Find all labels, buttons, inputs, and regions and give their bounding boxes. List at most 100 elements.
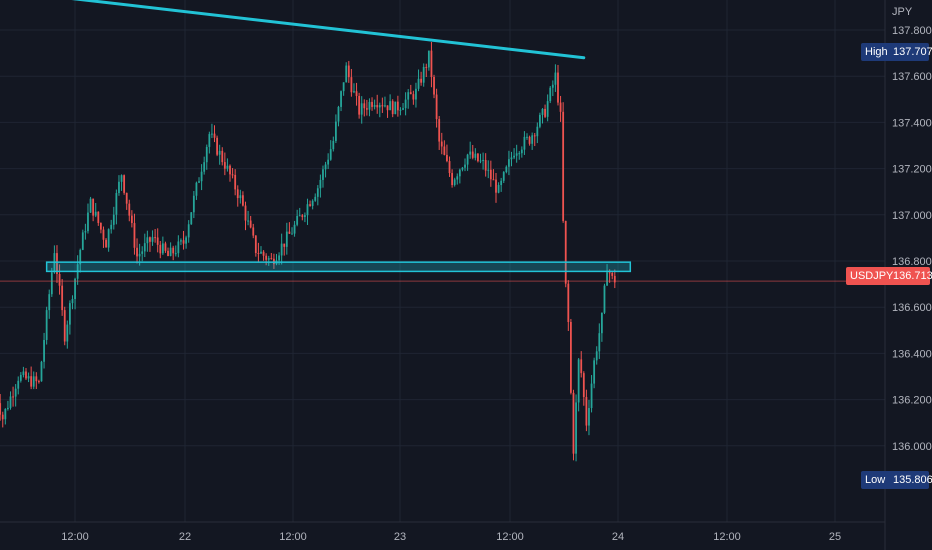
candle-body: [205, 146, 208, 163]
candle-body: [585, 397, 588, 426]
candle-body: [63, 310, 66, 342]
candle-body: [32, 376, 35, 387]
candle-body: [533, 135, 536, 137]
candle-body: [187, 224, 190, 238]
candle-body: [278, 255, 280, 261]
candle-body: [229, 165, 231, 175]
candle-body: [368, 101, 371, 110]
candle-body: [559, 102, 562, 112]
last-price-value: 136.713: [893, 270, 932, 282]
candle-body: [582, 373, 585, 398]
candle-body: [332, 140, 335, 150]
candle-body: [350, 77, 353, 93]
candle-body: [345, 65, 348, 83]
resistance-trendline[interactable]: [0, 0, 586, 60]
candle-body: [381, 105, 384, 107]
candle-body: [606, 272, 608, 286]
candle-body: [365, 108, 368, 110]
y-tick-label: 137.200: [892, 164, 932, 176]
candle-body: [417, 78, 420, 89]
candle-body: [466, 154, 469, 165]
candle-body: [353, 91, 355, 93]
candle-body: [9, 396, 12, 408]
currency-label: JPY: [892, 6, 913, 18]
candle-body: [1, 414, 4, 420]
candle-body: [192, 195, 195, 213]
candle-body: [167, 250, 169, 256]
candle-body: [87, 212, 89, 232]
candle-body: [260, 251, 262, 254]
support-zone[interactable]: [45, 261, 632, 273]
candle-body: [600, 312, 603, 334]
candle-body: [422, 66, 425, 83]
candle-body: [474, 153, 477, 158]
candle-body: [572, 392, 575, 454]
candle-body: [311, 200, 314, 206]
candle-body: [598, 333, 601, 352]
candle-body: [567, 283, 570, 322]
candle-body: [301, 215, 304, 217]
candle-body: [200, 171, 203, 182]
candle-body: [298, 215, 301, 217]
candle-body: [94, 211, 97, 216]
candle-body: [508, 159, 510, 167]
candle-body: [283, 243, 286, 247]
candle-body: [180, 240, 182, 242]
candle-body: [551, 84, 554, 88]
candle-body: [143, 243, 146, 252]
candle-body: [451, 173, 454, 186]
low-badge: Low 135.806: [861, 471, 932, 489]
candle-body: [174, 253, 177, 255]
candle-body: [384, 105, 386, 107]
candle-body: [151, 237, 154, 242]
candle-body: [66, 324, 69, 342]
candle-body: [448, 161, 451, 174]
candle-body: [497, 185, 500, 193]
candle-body: [58, 273, 61, 286]
candle-body: [502, 172, 505, 181]
candle-body: [123, 175, 126, 193]
candle-body: [378, 105, 381, 108]
candle-body: [536, 126, 539, 137]
candle-body: [27, 376, 30, 379]
candle-body: [130, 215, 133, 224]
x-tick-label: 22: [179, 531, 191, 543]
candle-body: [314, 196, 317, 201]
candle-body: [138, 253, 141, 257]
candle-body: [575, 402, 577, 454]
candle-body: [510, 157, 513, 160]
candle-body: [363, 103, 366, 109]
x-tick-label: 25: [829, 531, 841, 543]
candle-body: [45, 310, 48, 340]
candle-body: [580, 359, 583, 374]
candle-body: [505, 166, 508, 173]
candle-body: [136, 247, 138, 257]
x-tick-label: 12:00: [496, 531, 524, 543]
annotations[interactable]: [0, 0, 632, 273]
high-badge: High 137.707: [861, 43, 932, 61]
candle-body: [347, 65, 350, 78]
candle-body: [221, 150, 224, 163]
candle-body: [118, 181, 120, 194]
candle-body: [337, 106, 340, 122]
x-tick-label: 24: [612, 531, 624, 543]
candle-body: [92, 198, 95, 216]
candle-body: [482, 159, 484, 161]
candle-body: [169, 247, 172, 256]
candle-body: [247, 220, 249, 222]
y-tick-label: 137.400: [892, 117, 932, 129]
candle-body: [280, 243, 283, 256]
candle-body: [438, 119, 441, 142]
candle-body: [177, 241, 180, 254]
y-tick-label: 136.800: [892, 256, 932, 268]
candle-body: [324, 164, 327, 170]
candle-body: [495, 179, 497, 193]
candle-body: [415, 88, 417, 100]
y-tick-label: 136.200: [892, 395, 932, 407]
candle-body: [523, 136, 526, 150]
candle-body: [355, 91, 358, 96]
candle-body: [316, 188, 319, 197]
last-price-badge: USDJPY 136.713: [846, 267, 932, 285]
candle-body: [242, 195, 244, 206]
